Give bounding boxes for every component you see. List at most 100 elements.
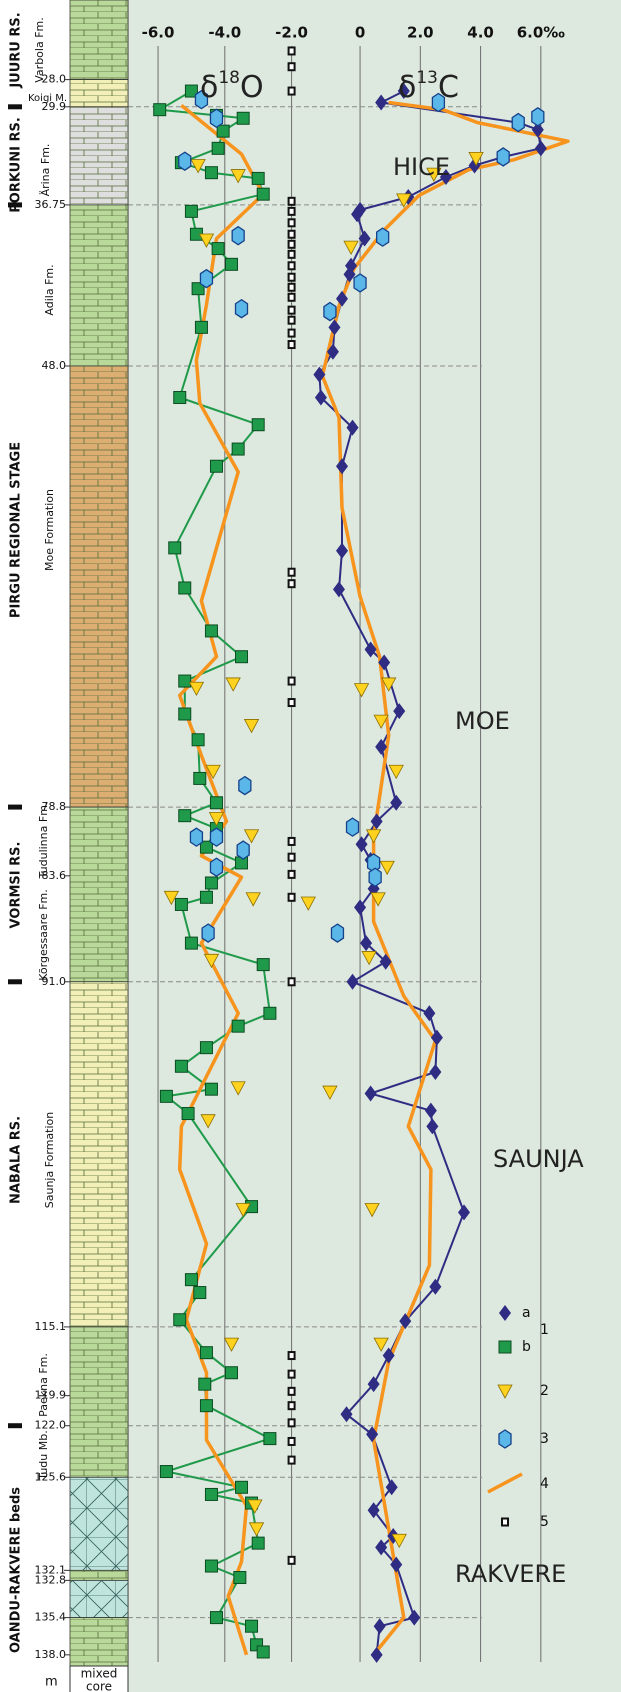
zone-label: SAUNJA — [493, 1145, 584, 1173]
lithology-pattern — [70, 1570, 128, 1580]
y-tick-label: 36.75 — [35, 198, 67, 211]
square-marker — [185, 205, 197, 217]
sample-marker — [289, 251, 295, 258]
square-marker — [257, 1646, 269, 1658]
square-marker — [174, 1314, 186, 1326]
sample-marker — [289, 854, 295, 861]
hexagon-marker — [200, 270, 212, 288]
square-marker — [174, 392, 186, 404]
zone-label: MOE — [455, 707, 510, 735]
hexagon-marker — [331, 924, 343, 942]
square-marker — [200, 1042, 212, 1054]
lithology-pattern — [70, 0, 128, 80]
square-marker — [252, 172, 264, 184]
x-tick-label: 6.0‰ — [517, 24, 566, 42]
sample-marker — [289, 1457, 295, 1464]
square-marker — [257, 959, 269, 971]
square-marker — [234, 1572, 246, 1584]
legend-label: 4 — [540, 1476, 549, 1492]
x-tick-label: -6.0 — [142, 24, 175, 42]
square-marker — [205, 877, 217, 889]
sample-marker — [289, 580, 295, 587]
y-tick-label: 132.8 — [35, 1573, 67, 1586]
chart: -6.0-4.0-2.002.04.06.0‰ 28.029.936.7548.… — [0, 0, 621, 1692]
zone-label: RAKVERE — [455, 1560, 566, 1588]
square-marker — [199, 1378, 211, 1390]
square-marker — [225, 1367, 237, 1379]
lithology-pattern — [70, 1477, 128, 1570]
boundary-marker — [8, 979, 22, 984]
formation-label: Koigi M. — [28, 93, 67, 104]
square-marker — [175, 898, 187, 910]
square-marker — [236, 1481, 248, 1493]
square-marker — [182, 1108, 194, 1120]
square-marker — [236, 857, 248, 869]
square-marker — [210, 1612, 222, 1624]
lithology-pattern — [70, 80, 128, 107]
hexagon-marker — [369, 868, 381, 886]
square-marker — [194, 772, 206, 784]
square-marker — [200, 1347, 212, 1359]
hexagon-marker — [210, 828, 222, 846]
sample-marker — [289, 569, 295, 576]
stage-label: JUURU RS. — [9, 12, 24, 88]
square-marker — [200, 891, 212, 903]
lithology-pattern — [70, 366, 128, 807]
square-marker — [205, 1560, 217, 1572]
square-marker — [232, 443, 244, 455]
x-tick-label: 4.0 — [467, 24, 494, 42]
boundary-marker — [8, 104, 22, 109]
square-marker — [499, 1341, 511, 1353]
hexagon-marker — [239, 777, 251, 795]
y-tick-label: 135.4 — [35, 1611, 67, 1624]
sample-marker — [289, 88, 295, 95]
core-label: core — [86, 1680, 112, 1692]
square-marker — [194, 1287, 206, 1299]
depth-unit: m — [45, 1675, 58, 1690]
square-marker — [205, 1488, 217, 1500]
hexagon-marker — [377, 228, 389, 246]
sample-marker — [289, 1352, 295, 1359]
square-marker — [175, 1060, 187, 1072]
sample-marker — [289, 1419, 295, 1426]
core-label: mixed — [81, 1667, 118, 1681]
square-marker — [217, 125, 229, 137]
hexagon-marker — [532, 108, 544, 126]
formation-label: Kõrgessaare Fm. — [37, 889, 50, 981]
x-tick-label: -2.0 — [275, 24, 308, 42]
square-marker — [212, 243, 224, 255]
sample-marker — [289, 1388, 295, 1395]
square-marker — [179, 810, 191, 822]
sample-marker — [289, 231, 295, 238]
square-marker — [252, 1537, 264, 1549]
sample-marker — [289, 317, 295, 324]
formation-label: Moe Formation — [43, 489, 56, 571]
formation-label: Saunja Formation — [43, 1112, 56, 1209]
square-marker — [205, 1083, 217, 1095]
sample-marker — [289, 63, 295, 70]
square-marker — [160, 1466, 172, 1478]
square-marker — [205, 167, 217, 179]
square-marker — [210, 797, 222, 809]
hexagon-marker — [190, 828, 202, 846]
square-marker — [252, 419, 264, 431]
square-marker — [257, 188, 269, 200]
square-marker — [264, 1433, 276, 1445]
square-marker — [160, 1090, 172, 1102]
sample-marker — [289, 1371, 295, 1378]
x-tick-label: 2.0 — [407, 24, 434, 42]
zone-label: HICE — [393, 153, 450, 181]
lithology-pattern — [70, 807, 128, 982]
hexagon-marker — [497, 148, 509, 166]
square-marker — [154, 104, 166, 116]
square-marker — [185, 937, 197, 949]
stage-label: OANDU-RAKVERE beds — [9, 1487, 24, 1653]
sample-marker — [289, 274, 295, 281]
hexagon-marker — [179, 152, 191, 170]
y-tick-label: 48.0 — [42, 359, 67, 372]
sample-marker — [289, 330, 295, 337]
legend-group-label: 1 — [540, 1322, 549, 1338]
lithology-pattern — [70, 107, 128, 205]
lithology-pattern — [70, 982, 128, 1327]
sample-marker — [289, 284, 295, 291]
